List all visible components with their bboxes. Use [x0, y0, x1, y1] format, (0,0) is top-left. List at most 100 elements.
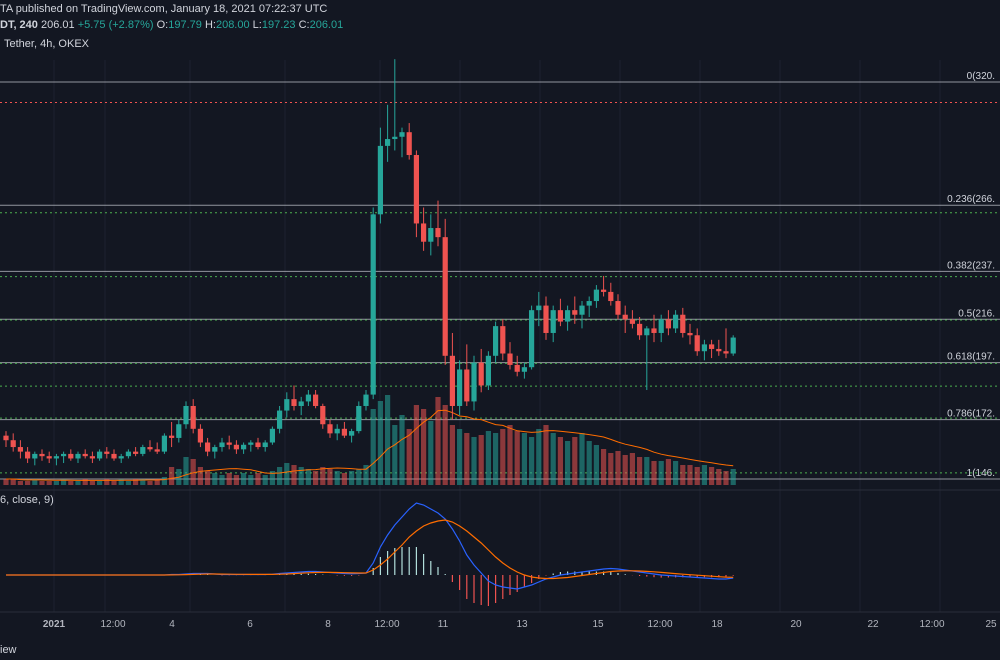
volume-bar [680, 465, 686, 485]
candle-body [471, 362, 477, 402]
fib-label: 0.618(197. [947, 352, 995, 363]
candle-body [529, 310, 535, 368]
candle-body [277, 410, 283, 429]
volume-bar [320, 467, 326, 485]
candle-body [53, 456, 59, 459]
candle-body [457, 369, 463, 406]
candle-body [233, 444, 239, 450]
volume-bar [644, 457, 650, 485]
volume-bar [46, 481, 52, 485]
macd-histogram [171, 547, 734, 606]
volume-bar [197, 467, 203, 485]
volume-bar [75, 481, 81, 485]
candle-body [320, 405, 326, 425]
volume-bar [125, 481, 131, 485]
open-value: 197.79 [168, 19, 202, 31]
volume-bar [313, 471, 319, 485]
candle-body [313, 394, 319, 406]
candle-body [140, 447, 146, 454]
candle-body [327, 424, 333, 434]
candle-body [637, 323, 643, 336]
volume-bar [140, 479, 146, 485]
candle-body [716, 348, 722, 352]
candle-body [593, 289, 599, 302]
candle-body [176, 424, 182, 438]
candle-body [500, 326, 506, 354]
open-label: O: [156, 19, 169, 31]
candle-body [356, 405, 362, 432]
candle-body [601, 289, 607, 292]
volume-bar [485, 431, 491, 485]
candle-body [169, 435, 175, 438]
candle-body [572, 310, 578, 315]
candle-body [133, 451, 139, 454]
volume-bar [730, 469, 736, 485]
candle-body [413, 155, 419, 224]
candle-body [118, 456, 124, 459]
volume-bar [147, 481, 153, 485]
candle-body [61, 453, 67, 457]
candle-body [10, 440, 16, 448]
fib-label: 0.382(237. [947, 260, 995, 271]
candle-body [298, 401, 304, 406]
candle-body [687, 332, 693, 336]
volume-bar [161, 477, 167, 485]
volume-bar [449, 425, 455, 485]
volume-bar [356, 469, 362, 485]
volume-bar [104, 479, 110, 485]
volume-bar [572, 437, 578, 485]
close-value: 206.01 [309, 19, 344, 31]
fib-label: 0.5(216. [958, 308, 995, 319]
volume-bar [673, 461, 679, 485]
macd-label: 6, close, 9) [0, 494, 54, 506]
volume-bar [284, 463, 290, 485]
volume-bar [521, 433, 527, 485]
volume-bar [622, 455, 628, 485]
volume-bar [593, 445, 599, 485]
footer-label: iew [0, 644, 17, 656]
candle-body [190, 405, 196, 429]
x-tick-label: 13 [516, 619, 528, 630]
candle-body [579, 305, 585, 315]
volume-bar [68, 481, 74, 485]
volume-bar [255, 473, 261, 485]
candle-body [709, 344, 715, 349]
volume-bar [10, 479, 16, 485]
candle-body [536, 305, 542, 311]
candle-body [68, 453, 74, 459]
x-tick-label: 2021 [43, 619, 66, 630]
x-tick-label: 20 [790, 619, 802, 630]
candle-body [97, 451, 103, 459]
volume-bar [723, 471, 729, 485]
volume-bar [665, 459, 671, 485]
change-value: +5.75 (+2.87%) [77, 19, 154, 31]
last-price: 206.01 [40, 19, 75, 31]
volume-bar [392, 425, 398, 485]
candle-body [377, 145, 383, 215]
candle-body [147, 447, 153, 450]
candle-body [557, 310, 563, 322]
volume-bar [39, 481, 45, 485]
candle-body [3, 435, 9, 441]
volume-bar [133, 479, 139, 485]
candle-body [629, 319, 635, 324]
volume-bar [370, 409, 376, 485]
candle-body [701, 344, 707, 352]
volume-bar [61, 479, 67, 485]
volume-bar [529, 437, 535, 485]
x-tick-label: 25 [985, 619, 997, 630]
candle-body [226, 442, 232, 445]
volume-bar [3, 479, 9, 485]
volume-bar [341, 473, 347, 485]
volume-bar [205, 471, 211, 485]
candle-body [615, 301, 621, 315]
candle-body [608, 291, 614, 302]
candle-body [46, 456, 52, 459]
candle-body [665, 319, 671, 329]
candle-body [197, 428, 203, 443]
candle-body [658, 319, 664, 333]
volume-bar [377, 401, 383, 485]
candle-body [32, 453, 38, 459]
volume-bar [442, 405, 448, 485]
